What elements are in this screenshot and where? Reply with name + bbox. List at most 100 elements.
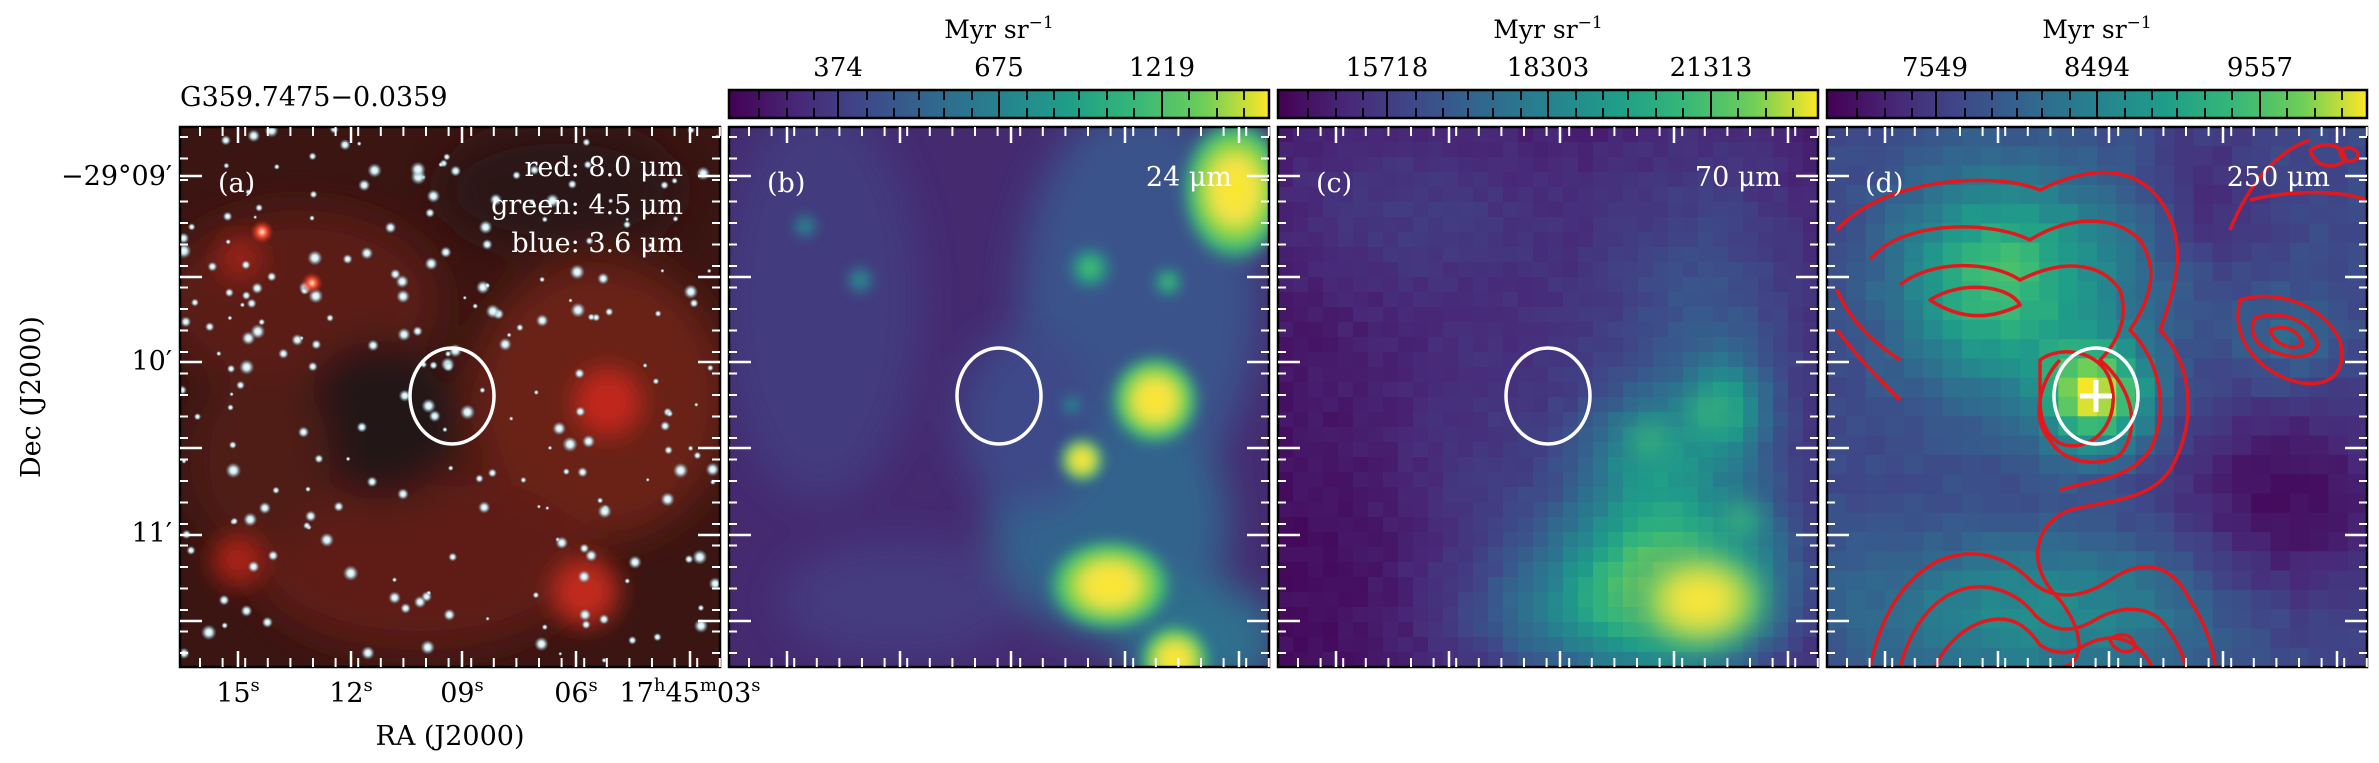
map-pixel: [2174, 512, 2195, 533]
map-pixel: [2328, 474, 2349, 495]
map-pixel: [1981, 474, 2002, 495]
map-pixel: [1413, 322, 1429, 338]
map-pixel: [2309, 628, 2330, 649]
map-pixel: [2097, 609, 2117, 630]
map-pixel: [1962, 184, 1982, 205]
map-pixel: [1623, 652, 1639, 667]
map-pixel: [1638, 262, 1654, 278]
map-pixel: [2039, 127, 2060, 147]
map-pixel: [1488, 442, 1504, 458]
map-pixel: [1548, 622, 1564, 638]
map-pixel: [1368, 547, 1384, 563]
map-pixel: [2174, 551, 2195, 572]
star: [360, 246, 374, 260]
map-pixel: [1578, 637, 1594, 653]
map-pixel: [1398, 487, 1414, 503]
map-pixel: [1923, 377, 1944, 398]
map-pixel: [1368, 172, 1384, 188]
map-pixel: [1518, 352, 1534, 368]
map-pixel: [1533, 307, 1549, 323]
map-pixel: [2058, 223, 2079, 244]
map-pixel: [2289, 493, 2310, 514]
star: [309, 215, 315, 222]
map-pixel: [1503, 292, 1519, 308]
map-pixel: [1668, 142, 1684, 158]
map-pixel: [1578, 487, 1594, 503]
map-pixel: [1533, 412, 1549, 428]
map-pixel: [1683, 202, 1699, 218]
map-pixel: [1668, 487, 1684, 503]
map-pixel: [2058, 512, 2079, 533]
star: [508, 416, 514, 421]
map-pixel: [1698, 157, 1714, 173]
map-pixel: [1638, 142, 1654, 158]
map-pixel: [2000, 570, 2021, 591]
map-pixel: [1443, 217, 1459, 233]
map-pixel: [1293, 472, 1309, 488]
map-pixel: [2309, 435, 2330, 456]
map-pixel: [1923, 512, 1944, 533]
map-pixel: [1503, 607, 1519, 623]
map-pixel: [1383, 652, 1399, 667]
map-pixel: [2019, 454, 2040, 475]
map-pixel: [1593, 457, 1609, 473]
map-pixel: [1533, 607, 1549, 623]
star: [367, 339, 379, 352]
map-pixel: [2347, 435, 2367, 456]
map-pixel: [1533, 652, 1549, 667]
star: [545, 193, 560, 208]
map-pixel: [1533, 157, 1549, 173]
map-pixel: [1488, 577, 1504, 593]
map-pixel: [1338, 262, 1354, 278]
map-pixel: [1548, 547, 1564, 563]
map-pixel: [1413, 532, 1429, 548]
map-pixel: [1533, 637, 1549, 653]
aperture-circle-b: [955, 346, 1043, 446]
map-pixel: [1623, 637, 1639, 653]
map-pixel: [1323, 262, 1339, 278]
map-pixel: [1653, 232, 1669, 248]
map-pixel: [1773, 292, 1789, 308]
map-pixel: [1308, 352, 1324, 368]
map-pixel: [1638, 472, 1654, 488]
map-pixel: [1728, 322, 1744, 338]
map-pixel: [1488, 382, 1504, 398]
map-pixel: [1981, 358, 2002, 379]
map-pixel: [2328, 570, 2349, 591]
map-pixel: [1503, 322, 1519, 338]
map-pixel: [2212, 377, 2233, 398]
map-pixel: [1728, 277, 1744, 293]
map-pixel: [1623, 142, 1639, 158]
map-pixel: [1413, 232, 1429, 248]
map-pixel: [2212, 609, 2233, 630]
map-pixel: [1593, 472, 1609, 488]
map-pixel: [1353, 412, 1369, 428]
map-pixel: [1865, 358, 1886, 379]
map-pixel: [1773, 547, 1789, 563]
map-pixel: [2077, 589, 2098, 610]
map-pixel: [1827, 609, 1847, 630]
map-pixel: [1803, 472, 1818, 488]
map-pixel: [1758, 367, 1774, 383]
map-pixel: [1473, 517, 1489, 533]
star: [229, 392, 234, 397]
map-pixel: [1338, 652, 1354, 667]
map-pixel: [1578, 217, 1594, 233]
map-pixel: [2154, 589, 2175, 610]
map-pixel: [2058, 242, 2079, 263]
map-pixel: [2174, 628, 2195, 649]
map-pixel: [1368, 187, 1384, 203]
map-pixel: [1846, 570, 1867, 591]
map-pixel: [1323, 142, 1339, 158]
map-pixel: [1308, 637, 1324, 653]
map-pixel: [1353, 367, 1369, 383]
map-pixel: [1353, 472, 1369, 488]
map-pixel: [1473, 382, 1489, 398]
map-pixel: [1743, 412, 1759, 428]
map-pixel: [1443, 382, 1459, 398]
map-pixel: [1278, 127, 1294, 143]
map-pixel: [1846, 319, 1867, 340]
map-pixel: [1683, 352, 1699, 368]
map-pixel: [1758, 277, 1774, 293]
map-pixel: [1608, 442, 1624, 458]
